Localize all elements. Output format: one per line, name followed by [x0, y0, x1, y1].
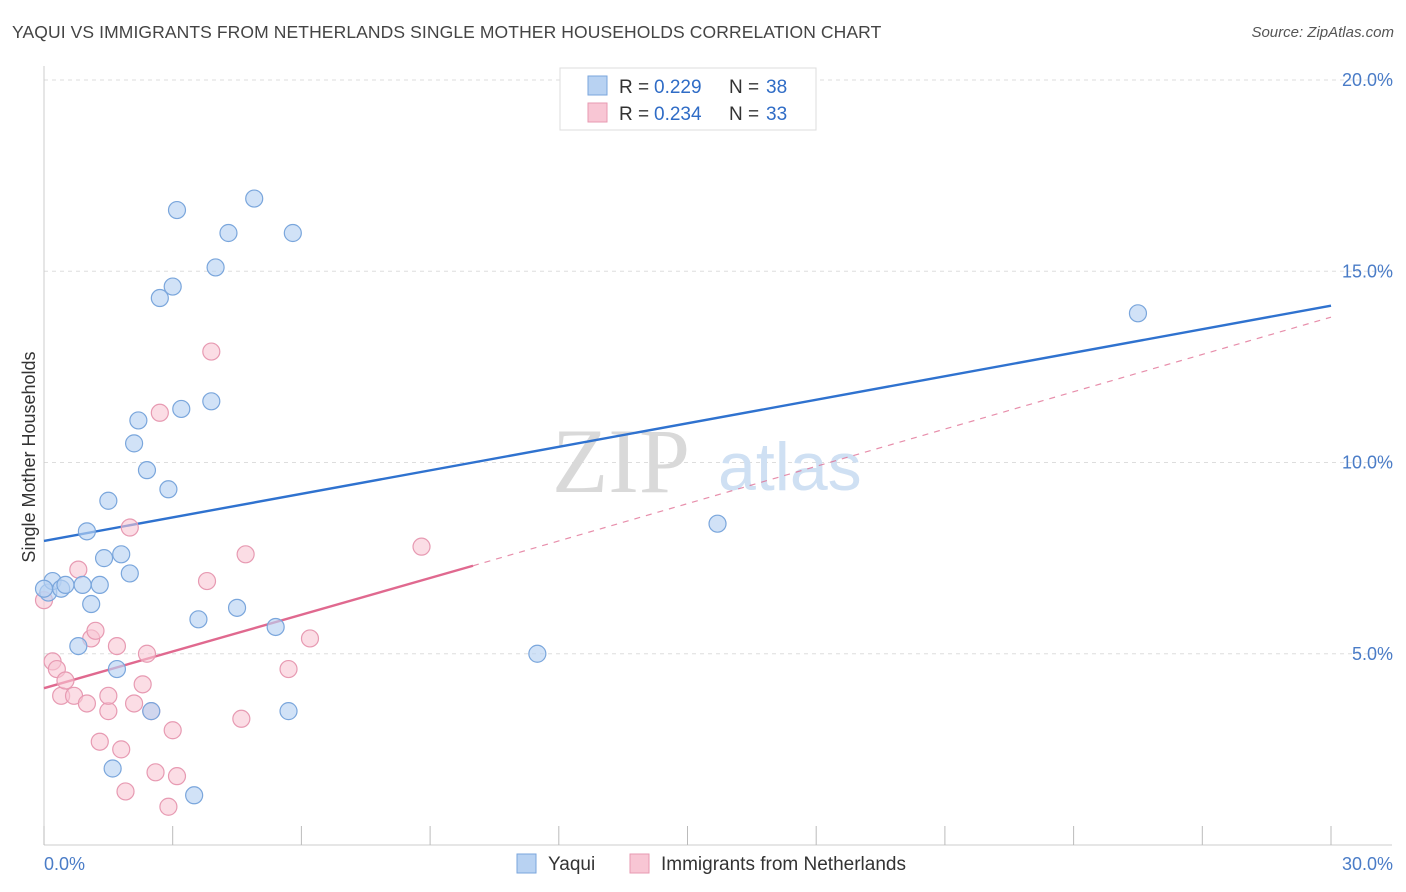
source-credit: Source: ZipAtlas.com: [1251, 24, 1394, 41]
neth-point: [163, 721, 182, 740]
yaqui-point: [206, 258, 225, 277]
neth-point: [99, 686, 118, 705]
x-tick-label: 0.0%: [44, 854, 85, 874]
neth-point: [202, 342, 221, 361]
neth-point: [107, 636, 127, 656]
yaqui-point: [283, 223, 302, 243]
neth-point: [112, 740, 131, 759]
yaqui-point: [137, 461, 157, 480]
neth-trend-extension: [472, 316, 1332, 567]
yaqui-n-label: N =: [729, 77, 759, 98]
neth-point: [412, 537, 431, 556]
y-tick-label: 15.0%: [1342, 261, 1393, 281]
neth-point: [99, 702, 118, 721]
yaqui-point: [142, 702, 161, 721]
yaqui-point: [82, 594, 101, 614]
neth-point: [279, 659, 298, 679]
y-tick-label: 20.0%: [1342, 70, 1393, 90]
yaqui-point: [185, 786, 204, 805]
y-tick-label: 10.0%: [1342, 453, 1393, 473]
yaqui-r-value: 0.229: [654, 77, 702, 98]
yaqui-point: [266, 617, 285, 637]
yaqui-n-value: 38: [766, 77, 787, 98]
neth-point: [236, 545, 255, 564]
series-legend: Yaqui Immigrants from Netherlands: [516, 853, 906, 875]
yaqui-point: [708, 514, 727, 533]
watermark-zip: ZIP: [552, 410, 690, 512]
y-axis-title: Single Mother Households: [19, 351, 39, 562]
chart-title: YAQUI VS IMMIGRANTS FROM NETHERLANDS SIN…: [12, 22, 882, 42]
x-tick-label: 30.0%: [1342, 854, 1393, 874]
neth-point: [137, 644, 157, 663]
yaqui-point: [99, 491, 118, 510]
legend-yaqui-swatch: [516, 853, 537, 874]
yaqui-point: [107, 659, 127, 679]
yaqui-point: [227, 598, 247, 617]
neth-point: [86, 621, 105, 640]
yaqui-point: [150, 288, 169, 308]
yaqui-point: [528, 644, 547, 663]
yaqui-point: [1128, 304, 1148, 323]
yaqui-point: [94, 549, 114, 568]
yaqui-point: [56, 575, 75, 595]
neth-point: [69, 560, 88, 579]
neth-point: [77, 694, 97, 713]
yaqui-point: [103, 759, 122, 778]
yaqui-point: [90, 575, 109, 595]
neth-point: [232, 709, 251, 728]
neth-n-label: N =: [729, 104, 759, 125]
neth-point: [167, 767, 187, 786]
yaqui-point: [189, 610, 208, 629]
neth-point: [197, 571, 217, 591]
legend-yaqui-label: Yaqui: [548, 854, 595, 875]
yaqui-point: [112, 545, 131, 564]
neth-point: [56, 671, 75, 690]
legend-neth-label: Immigrants from Netherlands: [661, 854, 906, 875]
yaqui-point: [219, 223, 238, 243]
neth-point: [120, 518, 139, 537]
neth-point: [150, 403, 169, 422]
watermark: ZIP atlas: [552, 410, 862, 512]
yaqui-point: [73, 575, 92, 595]
yaqui-r-label: R =: [619, 77, 649, 98]
yaqui-point: [129, 411, 148, 430]
stats-legend: R = 0.229 N = 38 R = 0.234 N = 33: [559, 67, 817, 131]
yaqui-point: [245, 189, 264, 208]
yaqui-point: [159, 480, 178, 499]
yaqui-point: [172, 399, 191, 419]
yaqui-point: [120, 564, 139, 583]
yaqui-point: [163, 277, 182, 296]
grid-layer: [44, 79, 1392, 655]
yaqui-point: [124, 434, 144, 453]
neth-point: [116, 782, 135, 801]
axes-layer: [43, 66, 1392, 846]
neth-point: [146, 763, 165, 782]
neth-n-value: 33: [766, 104, 787, 125]
y-tick-label: 5.0%: [1352, 644, 1393, 664]
legend-neth-swatch: [629, 853, 650, 874]
neth-point: [159, 797, 178, 816]
neth-point: [133, 675, 152, 694]
yaqui-point: [34, 579, 54, 598]
neth-r-value: 0.234: [654, 104, 702, 125]
neth-point: [90, 732, 109, 751]
yaqui-point: [77, 522, 97, 541]
yaqui-point: [279, 702, 298, 721]
neth-r-label: R =: [619, 104, 649, 125]
yaqui-swatch: [587, 75, 608, 96]
yaqui-point: [202, 392, 221, 411]
neth-point: [124, 694, 144, 713]
yaqui-trend-line: [43, 304, 1332, 543]
yaqui-point: [167, 200, 187, 220]
yaqui-point: [69, 636, 88, 656]
watermark-atlas: atlas: [718, 429, 862, 505]
neth-point: [300, 629, 320, 648]
tick-label-layer: 5.0% 10.0% 15.0% 20.0% 0.0% 30.0%: [44, 70, 1393, 874]
points-layer: [34, 189, 1148, 816]
neth-swatch: [587, 102, 608, 123]
